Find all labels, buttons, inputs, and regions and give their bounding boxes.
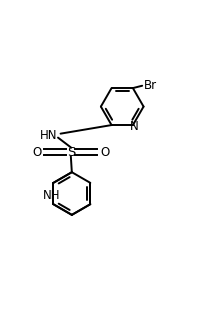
Text: HN: HN <box>40 129 57 142</box>
Text: O: O <box>32 145 42 158</box>
Text: Br: Br <box>144 79 157 92</box>
Text: S: S <box>67 145 75 158</box>
Text: N: N <box>130 120 138 133</box>
Text: O: O <box>100 145 109 158</box>
Text: NH: NH <box>43 189 60 202</box>
